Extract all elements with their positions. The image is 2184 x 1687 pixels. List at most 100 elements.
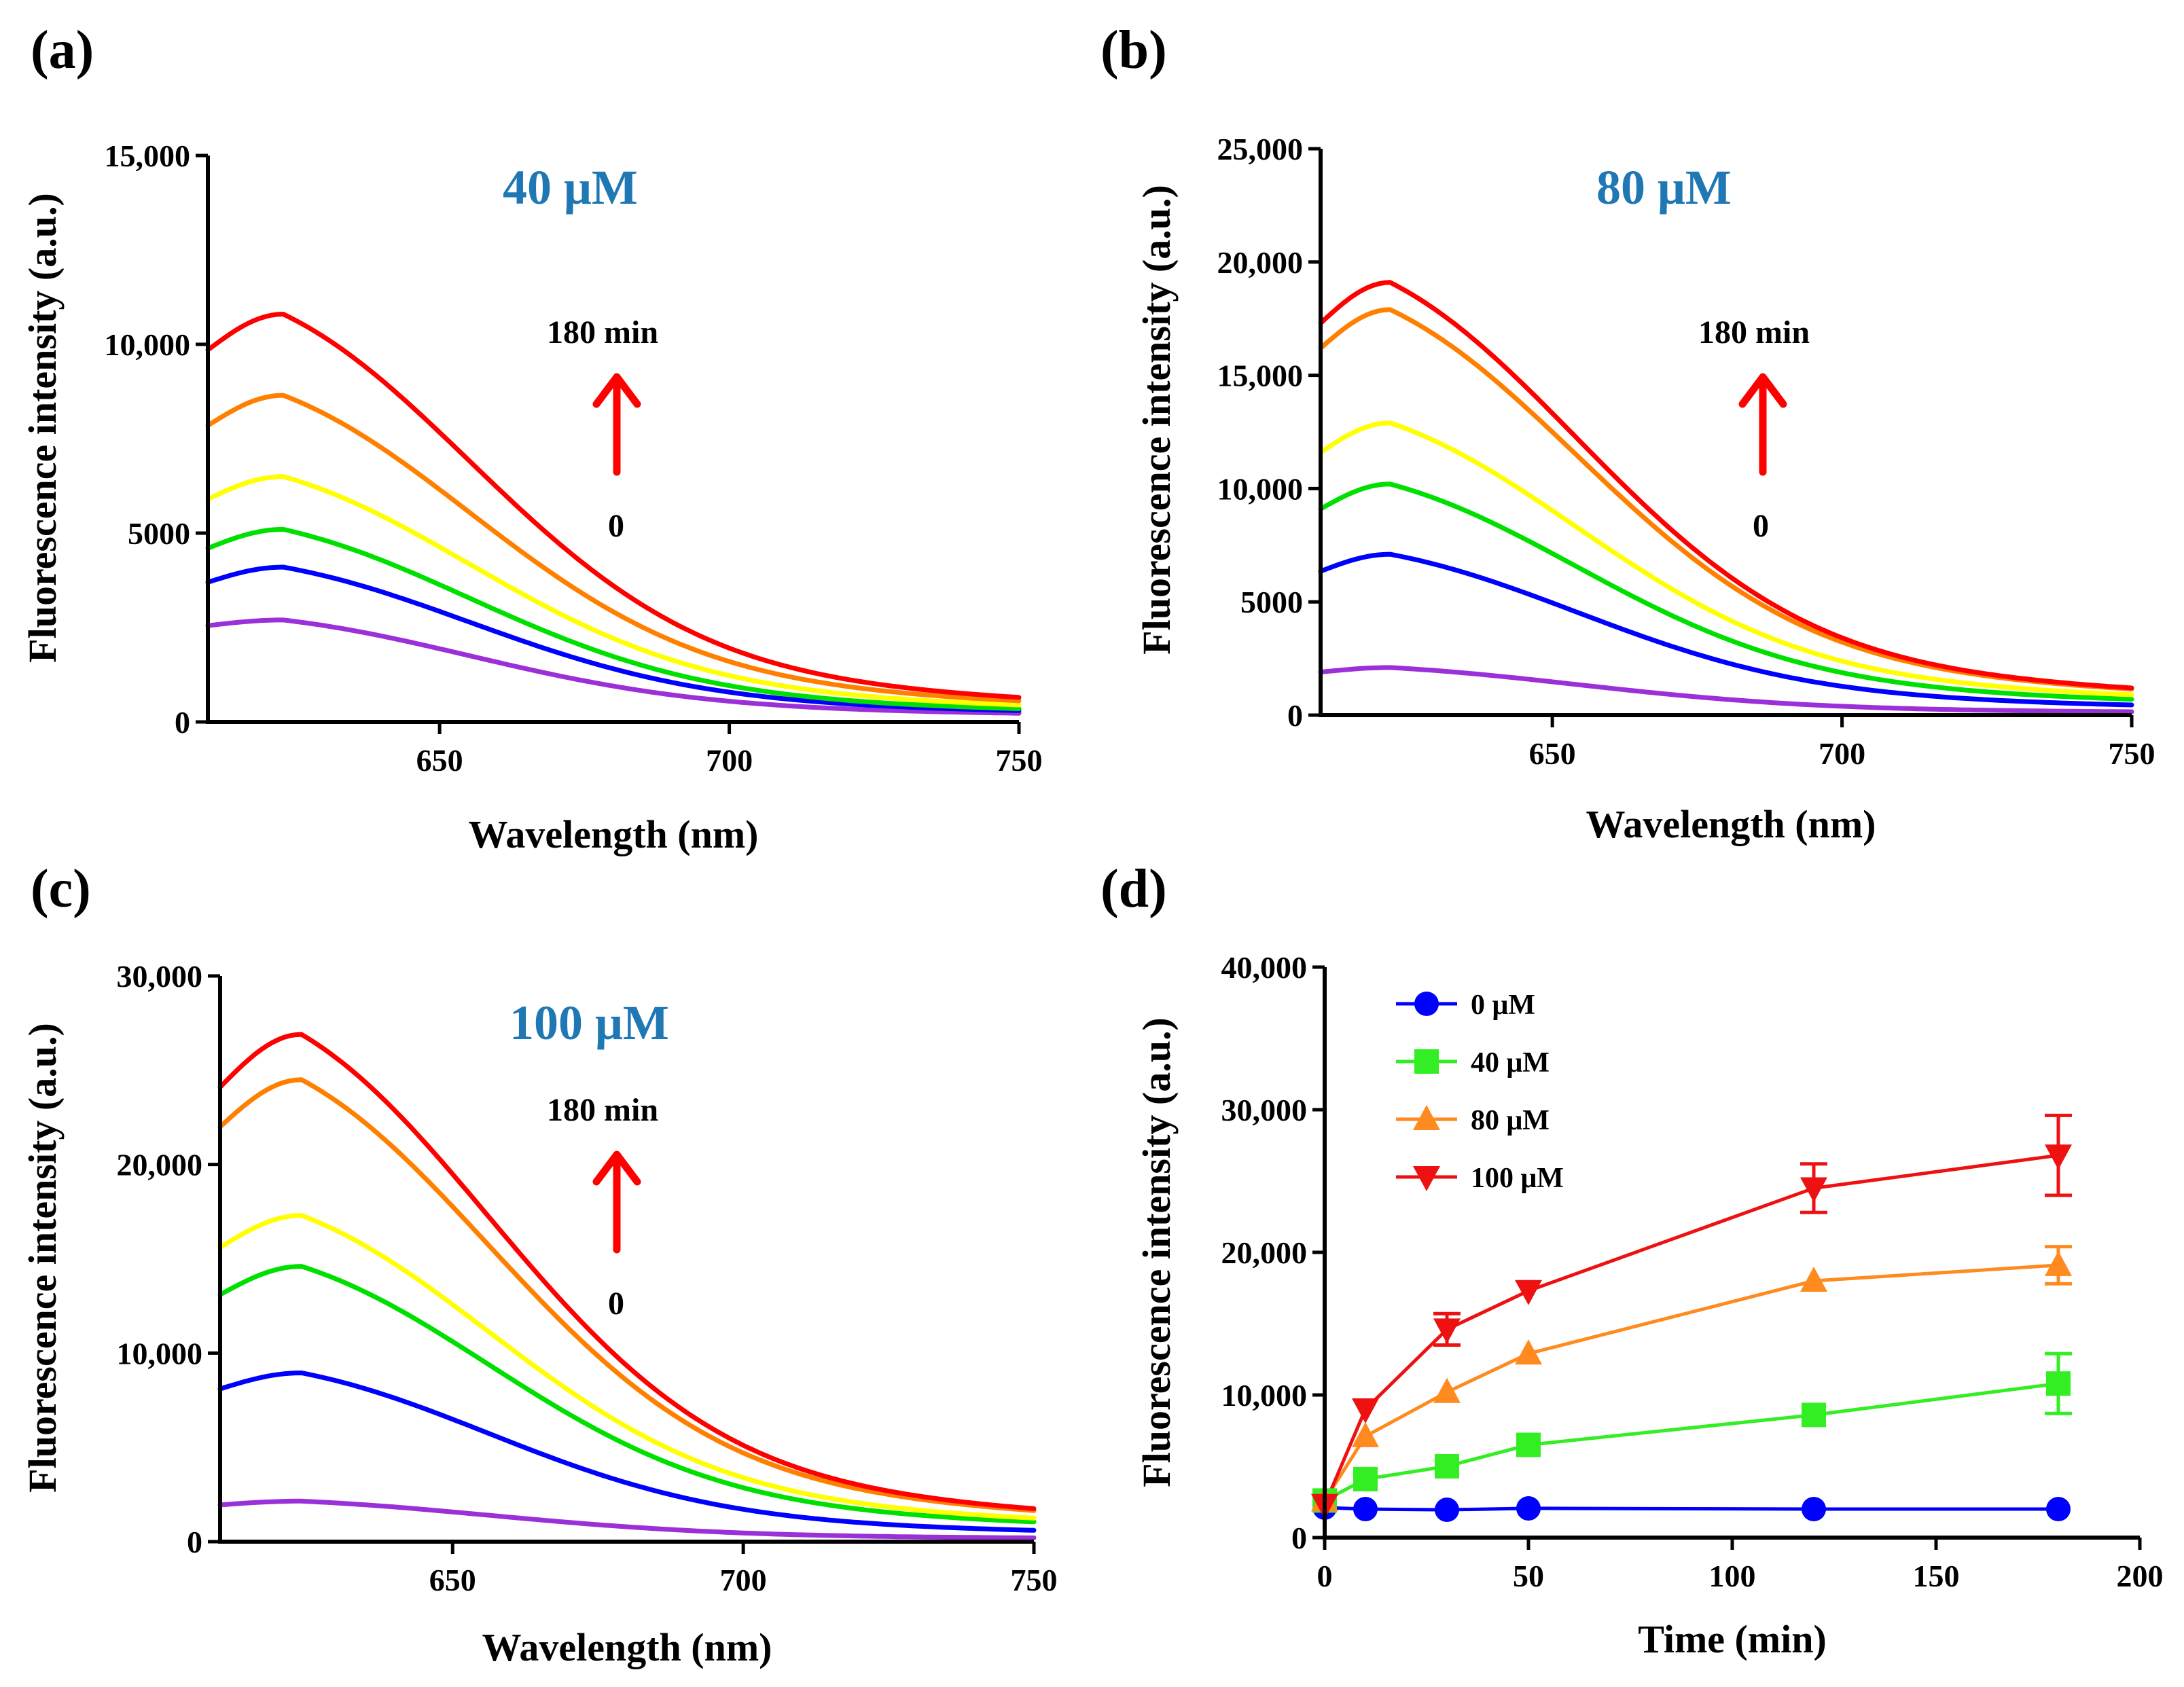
panel-d-point-40m (1353, 1466, 1378, 1491)
panel-d-point-0m (1516, 1495, 1541, 1521)
panel-a-spectrum-curve-2 (205, 564, 1022, 713)
legend-marker-100m (1413, 1166, 1440, 1191)
panel-c-spectrum-curve-2 (217, 1371, 1037, 1533)
panel-d-point-40m (1802, 1402, 1826, 1428)
legend-marker-40m (1414, 1049, 1439, 1074)
panel-c-arrow-top-label: 180 min (547, 1092, 658, 1128)
panel-a-arrow-bottom-label: 0 (608, 508, 624, 544)
panel-a-spectrum-curve-6 (205, 312, 1022, 700)
panel-d-point-100m (1515, 1280, 1542, 1305)
panel-a-x-tick-label: 650 (416, 743, 463, 778)
legend-marker-80m (1413, 1105, 1440, 1130)
panel-a-x-tick-label: 700 (706, 743, 753, 778)
panel-b-x-axis-title: Wavelength (nm) (1586, 802, 1876, 846)
panel-b-label: (b) (1100, 20, 1167, 80)
panel-d-x-tick-label: 100 (1709, 1559, 1756, 1593)
panel-c-spectrum-curve-4 (217, 1213, 1037, 1521)
panel-a-y-tick-label: 5000 (128, 516, 190, 551)
panel-c-x-tick-label: 750 (1011, 1563, 1058, 1597)
panel-a-spectrum-curve-1 (205, 617, 1022, 716)
panel-b-y-tick-label: 5000 (1240, 585, 1303, 619)
panel-d-markers (1311, 1144, 2072, 1523)
panel-d-point-100m (1800, 1177, 1827, 1203)
panel-d-y-axis-title: Fluorescence intensity (a.u.) (1134, 1017, 1179, 1487)
panel-b-y-tick-label: 15,000 (1217, 359, 1304, 393)
panel-d-line-0m (1324, 1506, 2058, 1512)
panel-a-y-tick-label: 10,000 (105, 327, 191, 362)
panel-d-point-100m (1352, 1398, 1379, 1423)
panel-c-y-ticks: 0 10,000 20,000 30,000 (117, 959, 220, 1559)
panel-b-arrow-bottom-label: 0 (1753, 508, 1769, 544)
panel-d-point-80m (1515, 1339, 1542, 1365)
panel-d-point-100m (1433, 1318, 1461, 1344)
panel-d: (d) 0 10,000 20,000 30,000 40,000 0 50 100 150 2… (1100, 859, 2164, 1661)
panel-a-spectrum-curve-5 (205, 393, 1022, 704)
panel-d-y-tick-label: 10,000 (1221, 1378, 1308, 1413)
panel-c-x-ticks: 650 700 750 (429, 1542, 1058, 1597)
panel-c-y-tick-label: 10,000 (117, 1336, 203, 1371)
panel-b-time-arrow (1738, 373, 1787, 476)
panel-b-spectrum-curve-1 (1318, 665, 2134, 714)
panel-c-y-axis-title: Fluorescence intensity (a.u.) (20, 1023, 65, 1493)
legend-label-40m: 40 μM (1471, 1047, 1550, 1078)
panel-d-label: (d) (1100, 859, 1167, 919)
panel-b-spectrum-curve-3 (1318, 482, 2134, 702)
panel-a-label: (a) (31, 20, 94, 80)
panel-b-spectrum-curve-4 (1318, 420, 2134, 697)
legend-marker-0m (1414, 992, 1439, 1016)
panel-d-y-tick-label: 40,000 (1221, 950, 1308, 985)
panel-d-point-80m (2045, 1250, 2072, 1276)
panel-b-axes (1319, 149, 2132, 717)
panel-d-legend: 0 μM 40 μM 80 μM 100 μM (1396, 990, 1564, 1194)
panel-d-x-ticks: 0 50 100 150 200 (1317, 1538, 2164, 1593)
panel-d-y-tick-label: 20,000 (1221, 1235, 1308, 1270)
panel-c-arrow-bottom-label: 0 (608, 1286, 624, 1322)
panel-b-y-tick-label: 10,000 (1217, 471, 1304, 506)
panel-c-x-tick-label: 700 (720, 1563, 767, 1597)
panel-c-concentration: 100 μM (509, 996, 669, 1050)
panel-d-point-40m (1435, 1454, 1459, 1479)
panel-b-concentration: 80 μM (1596, 160, 1732, 215)
panel-d-point-100m (2045, 1144, 2072, 1170)
panel-a-x-ticks: 650 700 750 (416, 722, 1043, 778)
panel-d-point-40m (1516, 1432, 1541, 1457)
panel-b-y-axis-title: Fluorescence intensity (a.u.) (1134, 185, 1179, 655)
panel-d-x-axis-title: Time (min) (1638, 1617, 1827, 1661)
panel-d-point-80m (1352, 1421, 1379, 1447)
panel-d-x-tick-label: 150 (1913, 1559, 1960, 1593)
panel-b-y-ticks: 0 5000 10,000 15,000 20,000 25,000 (1217, 132, 1321, 733)
panel-c-x-tick-label: 650 (429, 1563, 476, 1597)
panel-b-x-tick-label: 700 (1819, 736, 1865, 771)
panel-d-axes (1323, 967, 2140, 1540)
panel-b-spectrum-curve-2 (1318, 551, 2134, 708)
panel-d-y-tick-label: 0 (1291, 1521, 1307, 1555)
panel-d-point-0m (2046, 1497, 2071, 1521)
panel-a-y-axis-title: Fluorescence intensity (a.u.) (20, 193, 65, 663)
panel-a-x-tick-label: 750 (996, 743, 1043, 778)
panel-a-y-tick-label: 0 (175, 705, 190, 740)
panel-c-spectrum-curve-1 (217, 1498, 1037, 1540)
panel-c-y-tick-label: 30,000 (117, 959, 203, 994)
panel-d-error-bars (1433, 1113, 2072, 1415)
panel-a-y-tick-label: 15,000 (105, 139, 191, 173)
panel-d-point-0m (1353, 1497, 1378, 1521)
panel-a-y-ticks: 0 5000 10,000 15,000 (105, 139, 208, 740)
panel-a-arrow-top-label: 180 min (547, 314, 658, 350)
panel-c-curves (217, 1032, 1037, 1540)
panel-a-x-axis-title: Wavelength (nm) (469, 812, 759, 856)
panel-d-line-100m (1323, 1153, 2059, 1506)
legend-label-0m: 0 μM (1471, 990, 1535, 1021)
panel-b-y-tick-label: 0 (1287, 698, 1303, 733)
panel-d-x-tick-label: 50 (1513, 1559, 1544, 1593)
panel-c-y-tick-label: 0 (187, 1525, 202, 1559)
panel-d-y-ticks: 0 10,000 20,000 30,000 40,000 (1221, 950, 1325, 1555)
panel-a-spectrum-curve-3 (205, 526, 1022, 711)
panel-c-y-tick-label: 20,000 (117, 1148, 203, 1182)
panel-c-time-arrow (592, 1150, 641, 1254)
legend-label-80m: 80 μM (1471, 1105, 1550, 1136)
panel-c-spectrum-curve-3 (217, 1264, 1037, 1525)
legend-label-100m: 100 μM (1471, 1163, 1564, 1194)
panel-b-spectrum-curve-6 (1318, 280, 2134, 691)
panel-d-point-80m (1800, 1267, 1827, 1292)
